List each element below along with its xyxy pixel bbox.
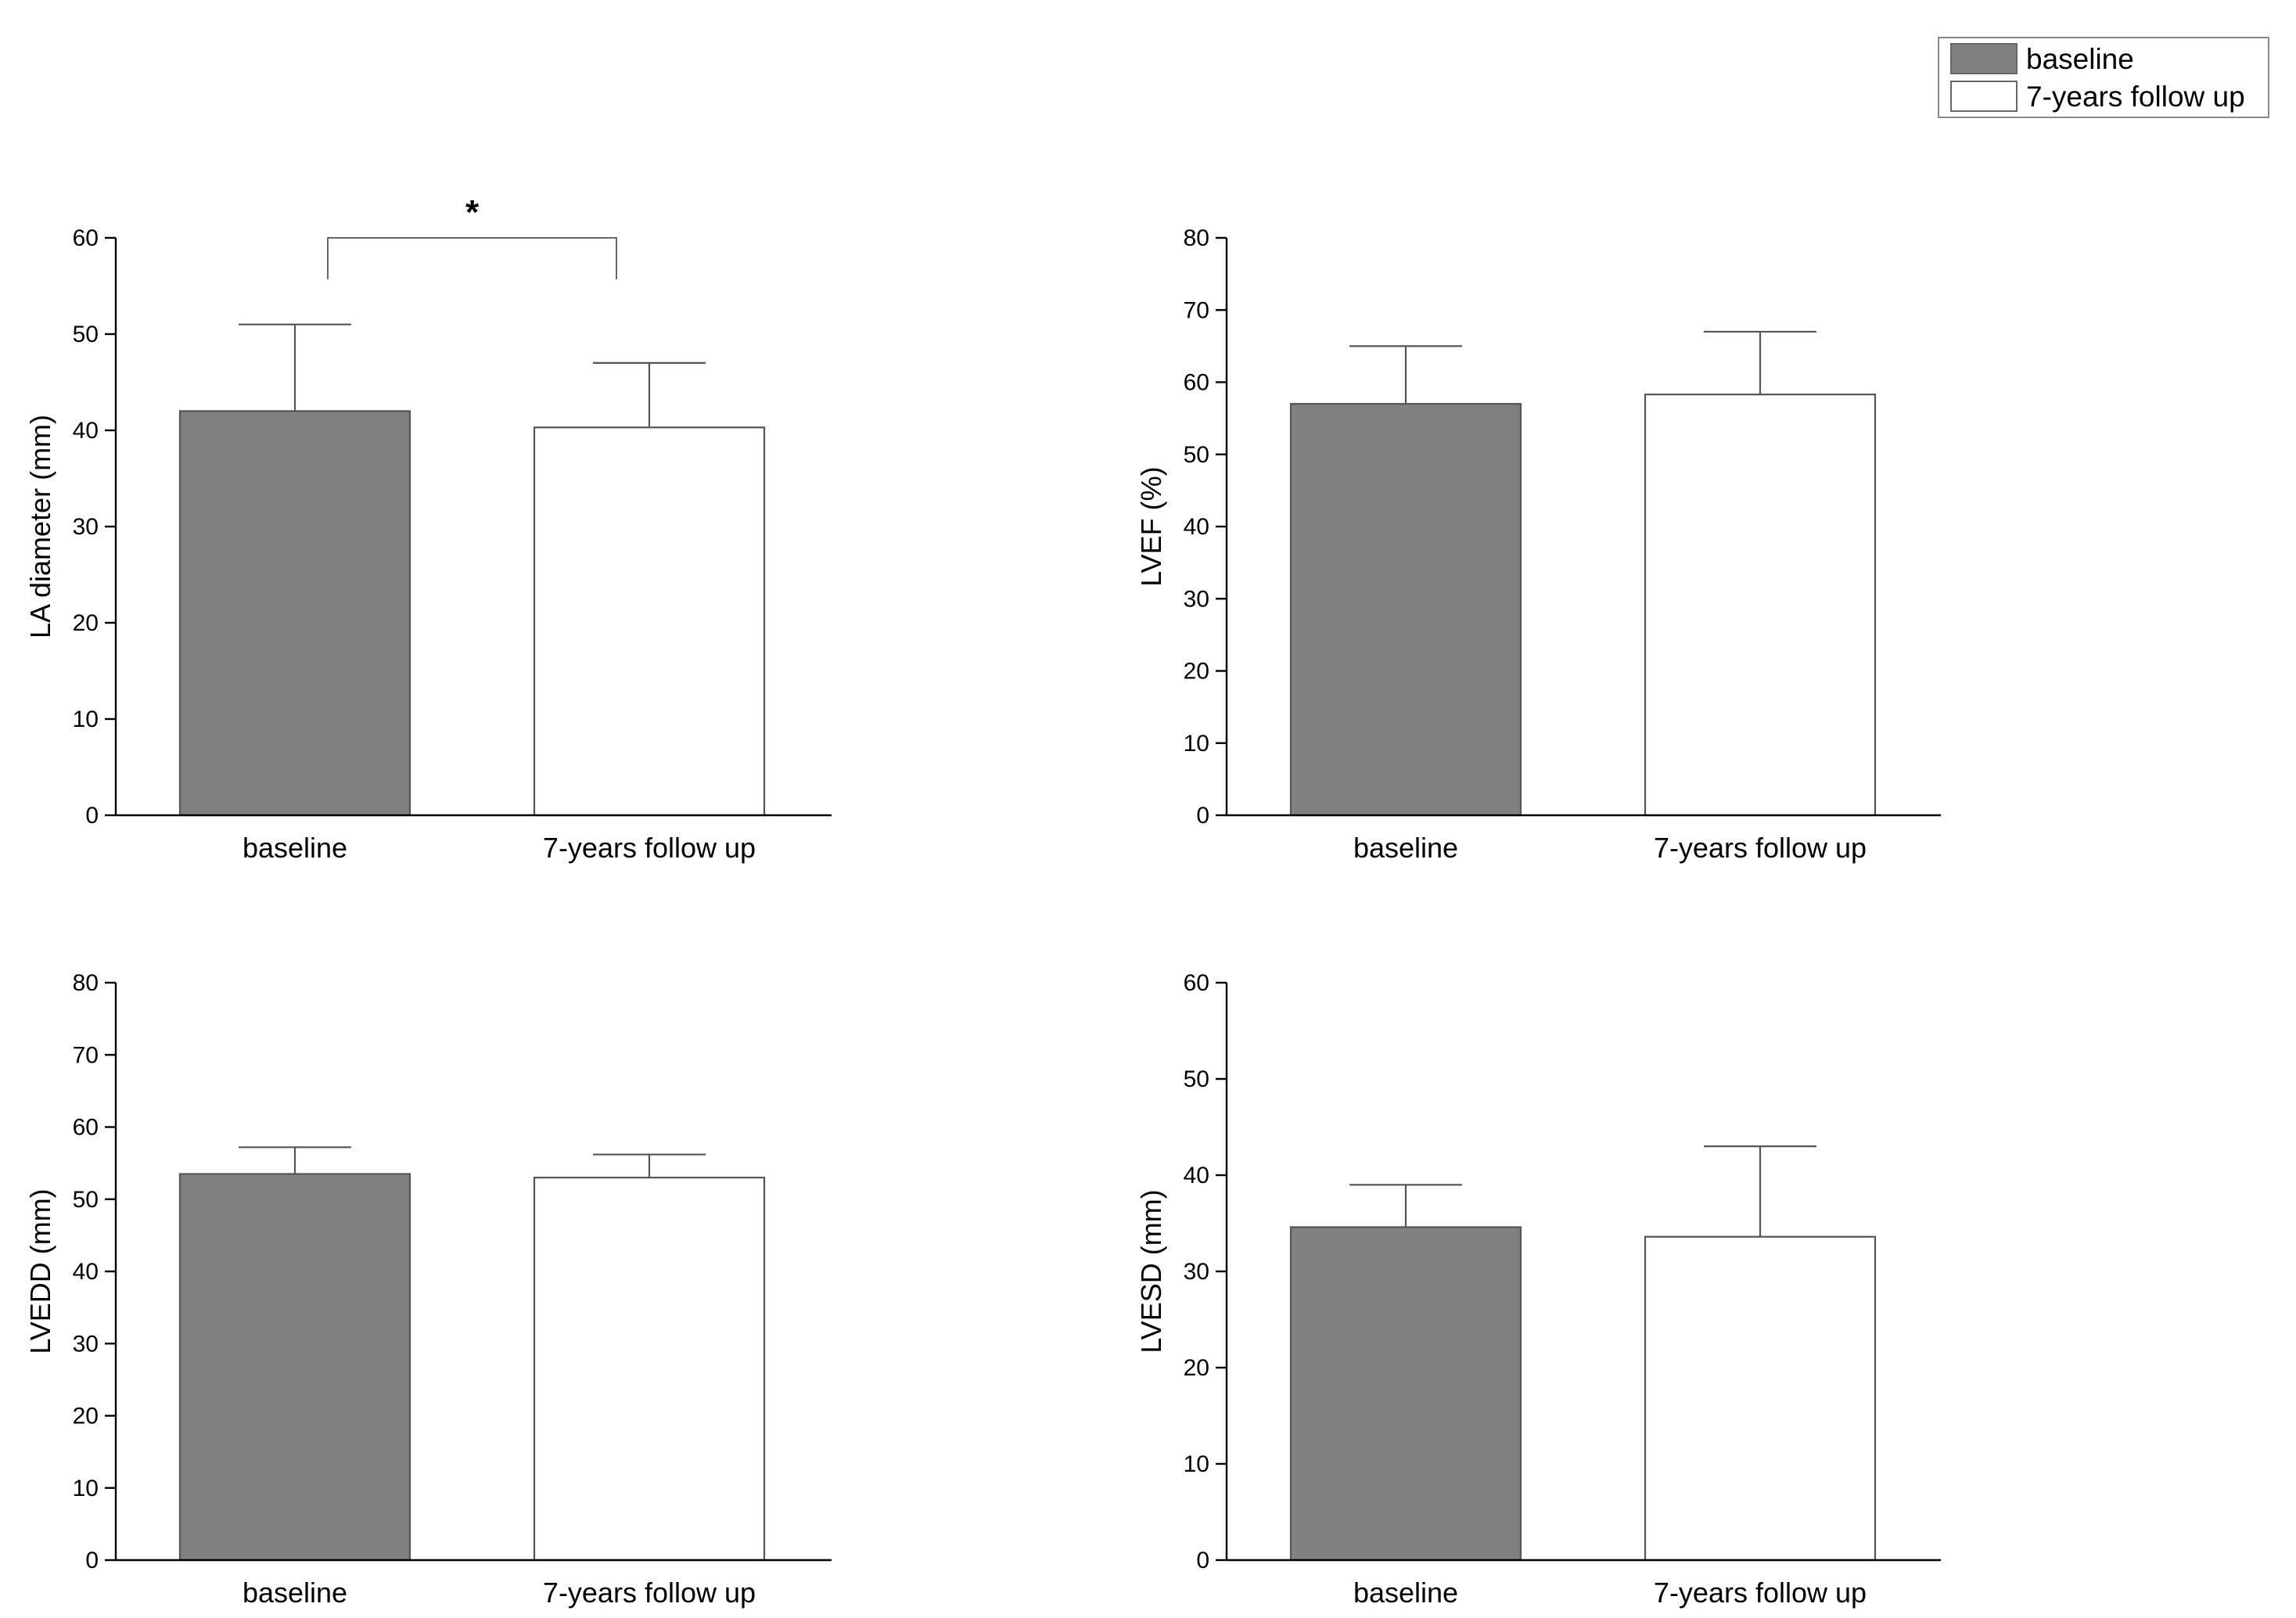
significance-bracket: * — [327, 193, 617, 279]
y-tick-label: 60 — [1184, 970, 1209, 996]
bar-follow-up — [1644, 394, 1877, 817]
bar-baseline — [1289, 403, 1522, 817]
legend: baseline 7-years follow up — [1938, 37, 2269, 118]
bar-follow-up — [533, 1176, 766, 1562]
chart-panels: 0 10 20 30 40 50 60 baseline 7-years follow up LA… — [24, 193, 1941, 1609]
y-tick-label: 0 — [1196, 1548, 1209, 1573]
bar-follow-up — [533, 426, 766, 817]
y-axis-title: LVESD (mm) — [1135, 1189, 1167, 1353]
y-tick-label: 10 — [73, 1476, 99, 1501]
y-tick-label: 20 — [1184, 1355, 1209, 1381]
x-category-label: 7-years follow up — [1654, 1577, 1867, 1609]
y-tick-label: 80 — [73, 970, 99, 996]
y-tick-label: 10 — [73, 707, 99, 732]
y-tick-label: 50 — [73, 322, 99, 347]
y-tick-label: 30 — [1184, 1259, 1209, 1285]
x-category-label: baseline — [1353, 832, 1458, 864]
x-category-label: baseline — [1353, 1577, 1458, 1609]
x-category-label: baseline — [243, 1577, 347, 1609]
error-bar-follow-up — [593, 361, 706, 428]
y-axis-title: LVEDD (mm) — [24, 1188, 56, 1354]
y-tick-label: 20 — [73, 1404, 99, 1429]
bar-baseline — [1289, 1226, 1522, 1562]
chart-lvedd: 0 10 20 30 40 50 60 70 80 baseline 7-years follow … — [24, 970, 832, 1609]
y-tick-label: 50 — [1184, 1066, 1209, 1092]
y-tick-label: 50 — [73, 1187, 99, 1213]
y-tick-label: 60 — [1184, 370, 1209, 396]
y-tick-label: 30 — [73, 514, 99, 540]
bar-follow-up — [1644, 1235, 1877, 1562]
y-tick-label: 50 — [1184, 442, 1209, 468]
y-tick-label: 0 — [85, 803, 99, 829]
x-category-label: 7-years follow up — [543, 832, 756, 864]
y-tick-label: 60 — [73, 225, 99, 251]
error-bar-baseline — [239, 1146, 351, 1174]
y-tick-label: 0 — [1196, 803, 1209, 829]
legend-label-follow-up: 7-years follow up — [2026, 81, 2245, 113]
y-tick-label: 70 — [73, 1042, 99, 1068]
y-tick-label: 30 — [1184, 586, 1209, 612]
bar-baseline — [178, 410, 411, 817]
y-tick-label: 20 — [1184, 659, 1209, 685]
y-tick-label: 10 — [1184, 1451, 1209, 1477]
error-bar-follow-up — [1704, 330, 1816, 395]
error-bar-baseline — [1349, 1184, 1462, 1228]
bar-baseline — [178, 1173, 411, 1562]
significance-marker: * — [465, 193, 480, 232]
y-tick-label: 20 — [73, 610, 99, 636]
y-tick-label: 40 — [73, 418, 99, 444]
y-tick-label: 0 — [85, 1548, 99, 1573]
x-category-label: 7-years follow up — [1654, 832, 1867, 864]
y-axis-title: LA diameter (mm) — [24, 415, 56, 638]
error-bar-baseline — [1349, 345, 1462, 404]
y-tick-label: 40 — [1184, 1163, 1209, 1188]
y-tick-label: 40 — [1184, 514, 1209, 540]
y-tick-label: 30 — [73, 1331, 99, 1357]
y-tick-label: 70 — [1184, 297, 1209, 323]
y-tick-label: 40 — [73, 1259, 99, 1285]
error-bar-follow-up — [1704, 1145, 1816, 1237]
x-category-label: baseline — [243, 832, 347, 864]
x-category-label: 7-years follow up — [543, 1577, 756, 1609]
y-axis-title: LVEF (%) — [1135, 466, 1167, 586]
error-bar-follow-up — [593, 1153, 706, 1178]
y-tick-label: 60 — [73, 1115, 99, 1141]
legend-label-baseline: baseline — [2026, 43, 2134, 75]
y-tick-label: 10 — [1184, 731, 1209, 757]
y-tick-label: 80 — [1184, 225, 1209, 251]
chart-lvesd: 0 10 20 30 40 50 60 baseline 7-years follow up LV… — [1135, 970, 1941, 1609]
legend-swatch-follow-up — [1950, 81, 2018, 112]
chart-lvef: 0 10 20 30 40 50 60 70 80 baseline 7-years follow … — [1135, 225, 1941, 864]
legend-swatch-baseline — [1950, 43, 2018, 74]
chart-la-diameter: 0 10 20 30 40 50 60 baseline 7-years follow up LA… — [24, 193, 832, 864]
error-bar-baseline — [239, 323, 351, 412]
